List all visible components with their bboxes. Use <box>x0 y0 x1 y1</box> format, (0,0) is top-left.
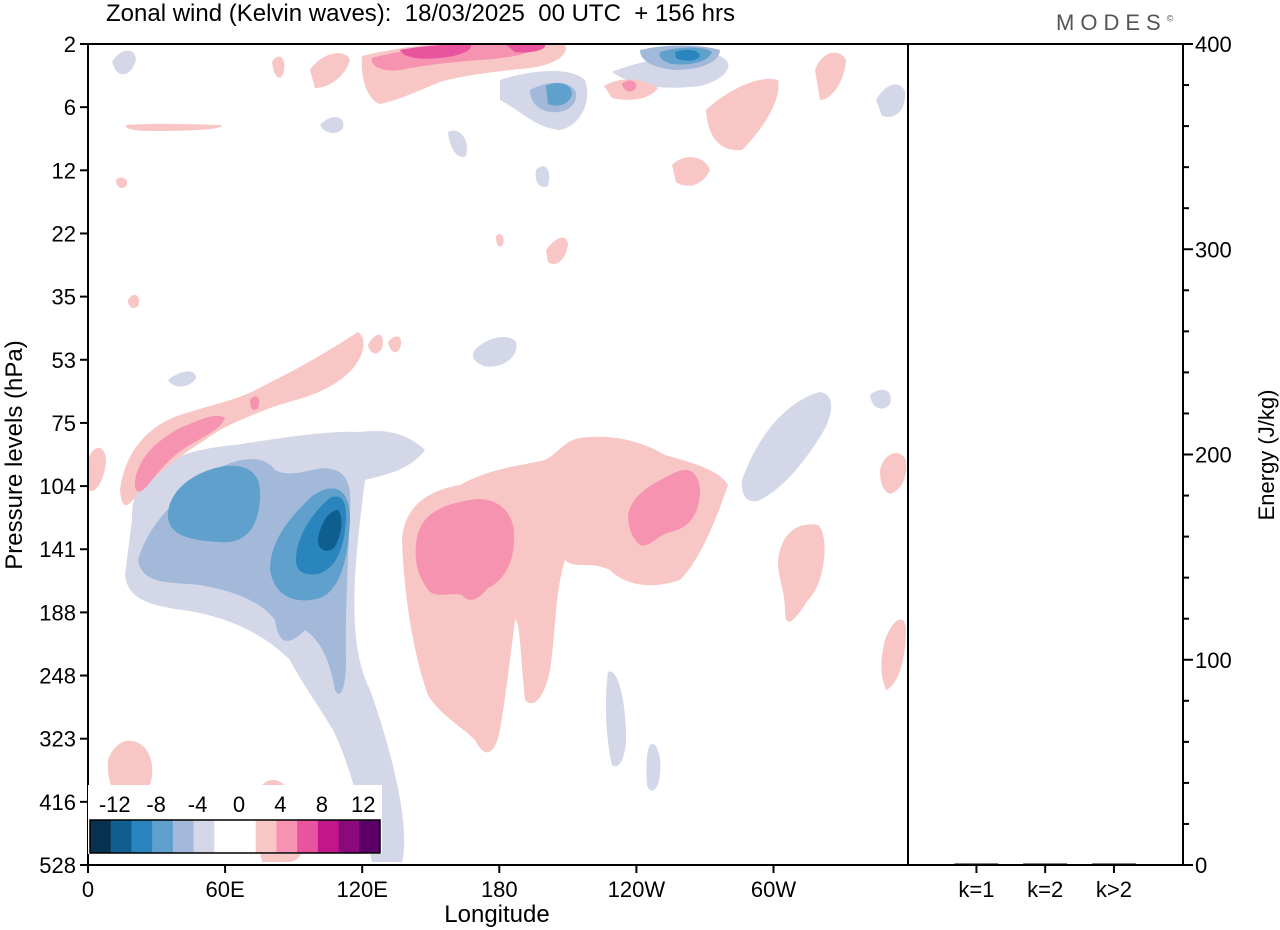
y-tick-label: 12 <box>52 158 76 183</box>
colorbar-swatch <box>317 820 340 853</box>
energy-bar <box>1023 863 1068 865</box>
colorbar-label: 0 <box>233 792 245 817</box>
energy-category-label: k=1 <box>958 877 994 902</box>
colorbar-swatch <box>338 820 360 853</box>
y-tick-label: 528 <box>39 853 76 878</box>
colorbar-swatch <box>110 820 132 853</box>
x-tick-label: 180 <box>481 877 518 902</box>
colorbar-swatch <box>90 820 112 853</box>
brand-logo: MODES© <box>1056 10 1173 36</box>
colorbar-swatch <box>131 820 153 853</box>
contours-neg-core <box>318 510 342 551</box>
colorbar-swatch <box>235 820 257 853</box>
brand-text: MODES <box>1056 10 1167 35</box>
y-tick-label: 6 <box>64 95 76 120</box>
contours-pos-strong <box>400 44 546 59</box>
colorbar-label: -12 <box>99 792 131 817</box>
contours-neg-light <box>112 50 906 862</box>
colorbar-swatch <box>276 820 298 853</box>
y-tick-label: 22 <box>52 221 76 246</box>
y-tick-label: 2 <box>64 32 76 57</box>
y-axis-label: Pressure levels (hPa) <box>1 340 28 569</box>
y-tick-label: 248 <box>39 664 76 689</box>
colorbar-label: 8 <box>316 792 328 817</box>
colorbar-swatch <box>152 820 174 853</box>
energy-bar <box>954 863 999 865</box>
energy-tick-label: 300 <box>1195 237 1232 262</box>
colorbar: -12 -8 -4 0 4 8 12 <box>88 785 382 854</box>
chart-title: Zonal wind (Kelvin waves): 18/03/2025 00… <box>106 0 735 27</box>
y-tick-label: 75 <box>52 411 76 436</box>
energy-axis: 0 100 200 300 400 <box>1183 32 1232 878</box>
colorbar-label: 12 <box>351 792 375 817</box>
y-tick-label: 35 <box>52 285 76 310</box>
x-tick-label: 60W <box>751 877 796 902</box>
energy-category-label: k>2 <box>1096 877 1132 902</box>
energy-axis-label: Energy (J/kg) <box>1254 390 1279 521</box>
x-axis: 0 60E 120E 180 120W 60W <box>82 865 796 902</box>
energy-tick-label: 0 <box>1195 853 1207 878</box>
y-axis: 2 6 12 22 35 53 75 104 141 188 248 323 416 528 <box>39 32 88 878</box>
colorbar-frame <box>89 819 381 854</box>
colorbar-swatch <box>255 820 277 853</box>
y-tick-label: 188 <box>39 600 76 625</box>
x-tick-label: 0 <box>82 877 94 902</box>
colorbar-swatch <box>297 820 319 853</box>
colorbar-swatch <box>193 820 215 853</box>
energy-tick-label: 200 <box>1195 443 1232 468</box>
contour-field <box>88 44 907 862</box>
y-tick-label: 53 <box>52 348 76 373</box>
colorbar-label: -4 <box>188 792 208 817</box>
energy-tick-label: 400 <box>1195 32 1232 57</box>
y-tick-label: 416 <box>39 790 76 815</box>
y-tick-label: 323 <box>39 727 76 752</box>
colorbar-swatch <box>214 820 236 853</box>
energy-category-label: k=2 <box>1027 877 1063 902</box>
colorbar-swatch <box>172 820 195 853</box>
x-tick-label: 120E <box>337 877 388 902</box>
x-axis-label: Longitude <box>444 901 549 928</box>
y-tick-label: 104 <box>39 474 76 499</box>
colorbar-label: -8 <box>146 792 166 817</box>
brand-mark: © <box>1166 13 1174 24</box>
x-tick-label: 120W <box>608 877 666 902</box>
energy-bars: k=1 k=2 k>2 <box>954 863 1136 902</box>
colorbar-swatch <box>359 820 381 853</box>
y-tick-label: 141 <box>39 537 76 562</box>
energy-bar <box>1091 863 1136 865</box>
x-tick-label: 60E <box>206 877 245 902</box>
energy-tick-label: 100 <box>1195 648 1232 673</box>
colorbar-label: 4 <box>274 792 286 817</box>
